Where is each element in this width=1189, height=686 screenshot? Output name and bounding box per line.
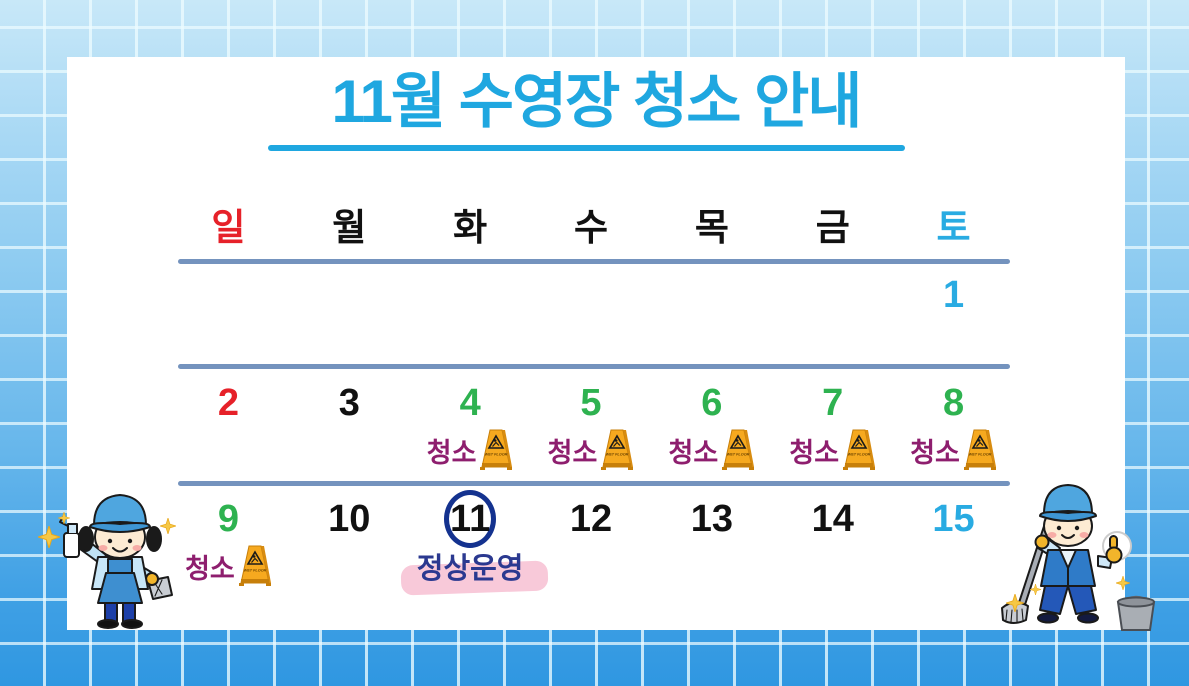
bucket-icon (1116, 595, 1156, 631)
cleaning-annotation: 청소 WET FLOOR (910, 428, 997, 472)
wet-floor-sign-icon: WET FLOOR (480, 429, 513, 470)
calendar-day-cell: 7 청소 WET FLOOR (772, 381, 893, 472)
day-number-text: 11 (450, 497, 491, 540)
sparkle-icon (1006, 594, 1024, 612)
calendar-day-cell: 9 청소 WET FLOOR (168, 497, 289, 588)
cleaning-label: 청소 (426, 437, 477, 468)
svg-text:WET FLOOR: WET FLOOR (243, 569, 266, 573)
cleaning-label: 청소 (185, 553, 235, 584)
calendar-day-cell: 15 (893, 497, 1014, 588)
calendar-day-cell (651, 273, 772, 317)
cleaning-annotation: 청소 WET FLOOR (669, 428, 756, 472)
calendar-day-cell: 11 정상운영 (410, 490, 531, 588)
calendar-day-cell: 12 (531, 497, 652, 588)
day-number: 6 (701, 381, 723, 424)
day-number: 13 (690, 497, 733, 540)
poster-title: 11월 수영장 청소 안내 (331, 68, 862, 135)
calendar-day-cell: 1 (893, 273, 1014, 317)
sparkle-icon (160, 518, 176, 534)
day-header: 화 (453, 207, 488, 248)
day-number: 4 (459, 381, 481, 424)
calendar-day-cell: 2 (168, 381, 289, 472)
calendar-day-cell: 4 청소 WET FLOOR (410, 381, 531, 472)
calendar-day-cell: 13 (651, 497, 772, 588)
day-number: 12 (569, 497, 613, 540)
sparkle-icon (58, 512, 70, 524)
day-header: 일 (211, 207, 246, 248)
calendar-day-cell (410, 273, 531, 317)
day-number: 7 (822, 381, 844, 424)
day-header: 토 (936, 207, 971, 248)
calendar-week-row: 9 청소 WET FLOOR 10 11 정상운영 12 13 14 15 (168, 490, 1014, 588)
svg-text:WET FLOOR: WET FLOOR (727, 453, 750, 457)
wet-floor-sign-icon: WET FLOOR (238, 545, 271, 586)
day-header: 월 (332, 207, 367, 248)
day-number: 8 (942, 381, 965, 424)
calendar-day-cell: 5 청소 WET FLOOR (531, 381, 652, 472)
normal-operation-label: 정상운영 (411, 545, 530, 587)
cleaning-label: 청소 (547, 437, 598, 468)
cleaning-annotation: 청소 WET FLOOR (789, 428, 876, 472)
cleaning-label: 청소 (789, 437, 840, 468)
cleaning-label: 청소 (668, 437, 719, 468)
calendar-day-cell (168, 273, 289, 317)
day-number: 9 (217, 497, 239, 540)
day-number: 14 (811, 497, 854, 540)
day-header: 금 (815, 207, 850, 248)
day-number: 15 (932, 497, 975, 540)
calendar-day-cell (772, 273, 893, 317)
title-underline (268, 145, 905, 151)
normal-operation-annotation: 정상운영 (411, 544, 530, 588)
cleaning-annotation: 청소 WET FLOOR (548, 428, 635, 472)
calendar-day-cell (531, 273, 652, 317)
day-number: 3 (338, 381, 360, 424)
cleaner-man-illustration (1001, 484, 1132, 624)
svg-text:WET FLOOR: WET FLOOR (606, 453, 629, 457)
cleaning-annotation: 청소 WET FLOOR (185, 544, 272, 588)
calendar-day-cell: 3 (289, 381, 410, 472)
day-number: 11 (444, 490, 497, 548)
calendar-day-cell: 6 청소 WET FLOOR (651, 381, 772, 472)
calendar-day-cell: 10 (289, 497, 410, 588)
day-number: 5 (580, 381, 602, 424)
wet-floor-sign-icon: WET FLOOR (963, 429, 996, 470)
calendar-day-cell: 14 (772, 497, 893, 588)
sparkle-icon (1116, 576, 1130, 590)
cleaning-annotation: 청소 WET FLOOR (427, 428, 514, 472)
calendar-week-row: 2 3 4 청소 WET FLOOR 5 청소 WET FLOOR 6 청소 WET FLOOR 7 청… (168, 381, 1014, 472)
day-circle-highlight: 11 (444, 490, 497, 548)
cleaning-label: 청소 (910, 437, 960, 468)
svg-text:WET FLOOR: WET FLOOR (969, 453, 992, 457)
sparkle-icon (1030, 584, 1041, 595)
calendar-day-cell: 8 청소 WET FLOOR (893, 381, 1014, 472)
day-header: 목 (694, 207, 729, 248)
calendar-day-cell (289, 273, 410, 317)
calendar-divider (178, 259, 1010, 264)
day-header: 수 (573, 207, 609, 248)
day-number: 2 (217, 381, 239, 424)
cleaner-woman-illustration (59, 494, 173, 629)
wet-floor-sign-icon: WET FLOOR (843, 429, 876, 470)
svg-text:WET FLOOR: WET FLOOR (848, 453, 871, 457)
calendar-divider (178, 481, 1010, 486)
calendar-week-row: 1 (168, 273, 1014, 317)
wet-floor-sign-icon: WET FLOOR (722, 429, 755, 470)
calendar-divider (178, 364, 1010, 369)
sparkle-icon (38, 526, 60, 548)
day-number: 10 (328, 497, 371, 540)
svg-text:WET FLOOR: WET FLOOR (485, 453, 508, 457)
wet-floor-sign-icon: WET FLOOR (601, 429, 634, 470)
day-number: 1 (942, 273, 965, 316)
